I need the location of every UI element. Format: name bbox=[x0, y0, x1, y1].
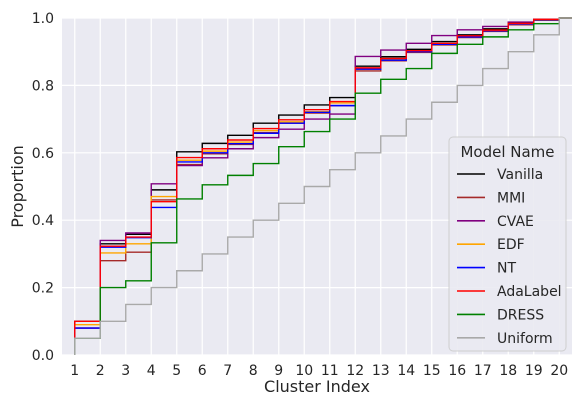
legend-label: AdaLabel bbox=[497, 284, 562, 300]
y-tick-label: 0.0 bbox=[32, 348, 54, 364]
x-tick-label: 8 bbox=[249, 363, 258, 379]
x-tick-label: 13 bbox=[372, 363, 390, 379]
legend-box bbox=[448, 136, 567, 352]
y-tick-label: 0.4 bbox=[32, 213, 54, 229]
x-tick-label: 12 bbox=[346, 363, 364, 379]
x-tick-labels: 1 2 3 4 5 6 7 8 9 10 11 12 13 14 15 16 17 18 19 20 bbox=[70, 363, 568, 379]
legend: Model Name Vanilla MMI CVAE EDF NT AdaLabel DR… bbox=[448, 136, 567, 352]
legend-label: DRESS bbox=[497, 307, 544, 323]
x-tick-label: 17 bbox=[474, 363, 492, 379]
x-tick-label: 19 bbox=[525, 363, 543, 379]
x-tick-label: 3 bbox=[121, 363, 130, 379]
legend-label: EDF bbox=[497, 237, 525, 253]
legend-item-dress: DRESS bbox=[457, 307, 544, 323]
series-layer bbox=[74, 17, 572, 355]
legend-label: Vanilla bbox=[497, 167, 543, 183]
x-tick-label: 2 bbox=[96, 363, 105, 379]
x-tick-label: 20 bbox=[550, 363, 568, 379]
legend-label: CVAE bbox=[497, 214, 534, 230]
y-tick-label: 0.8 bbox=[32, 78, 54, 94]
y-tick-label: 0.6 bbox=[32, 146, 54, 162]
legend-item-adalabel: AdaLabel bbox=[457, 284, 562, 300]
x-tick-label: 6 bbox=[198, 363, 207, 379]
x-tick-label: 10 bbox=[295, 363, 313, 379]
legend-item-uniform: Uniform bbox=[457, 331, 553, 347]
series-line-dress bbox=[74, 17, 572, 355]
legend-item-cvae: CVAE bbox=[457, 214, 534, 230]
x-tick-label: 4 bbox=[147, 363, 156, 379]
legend-item-mmi: MMI bbox=[457, 190, 525, 206]
legend-item-edf: EDF bbox=[457, 237, 525, 253]
x-tick-label: 14 bbox=[397, 363, 415, 379]
y-axis-label: Proportion bbox=[8, 145, 27, 228]
x-tick-label: 15 bbox=[423, 363, 441, 379]
y-tick-label: 0.2 bbox=[32, 281, 54, 297]
legend-title: Model Name bbox=[460, 143, 554, 161]
legend-items: Vanilla MMI CVAE EDF NT AdaLabel DRESS Uniform bbox=[457, 167, 562, 347]
y-tick-labels: 0.0 0.2 0.4 0.6 0.8 1.0 bbox=[32, 11, 54, 364]
x-tick-label: 5 bbox=[172, 363, 181, 379]
x-tick-label: 11 bbox=[321, 363, 339, 379]
series-line-uniform bbox=[74, 17, 572, 355]
legend-label: Uniform bbox=[497, 331, 553, 347]
legend-item-nt: NT bbox=[457, 261, 516, 277]
x-tick-label: 18 bbox=[499, 363, 517, 379]
x-tick-label: 7 bbox=[223, 363, 232, 379]
y-tick-label: 1.0 bbox=[32, 11, 54, 27]
series-line-adalabel bbox=[74, 17, 572, 355]
x-tick-label: 16 bbox=[448, 363, 466, 379]
x-axis-label: Cluster Index bbox=[264, 377, 370, 396]
legend-item-vanilla: Vanilla bbox=[457, 167, 543, 183]
x-tick-label: 9 bbox=[274, 363, 283, 379]
legend-label: MMI bbox=[497, 190, 525, 206]
legend-label: NT bbox=[497, 261, 516, 277]
x-tick-label: 1 bbox=[70, 363, 79, 379]
